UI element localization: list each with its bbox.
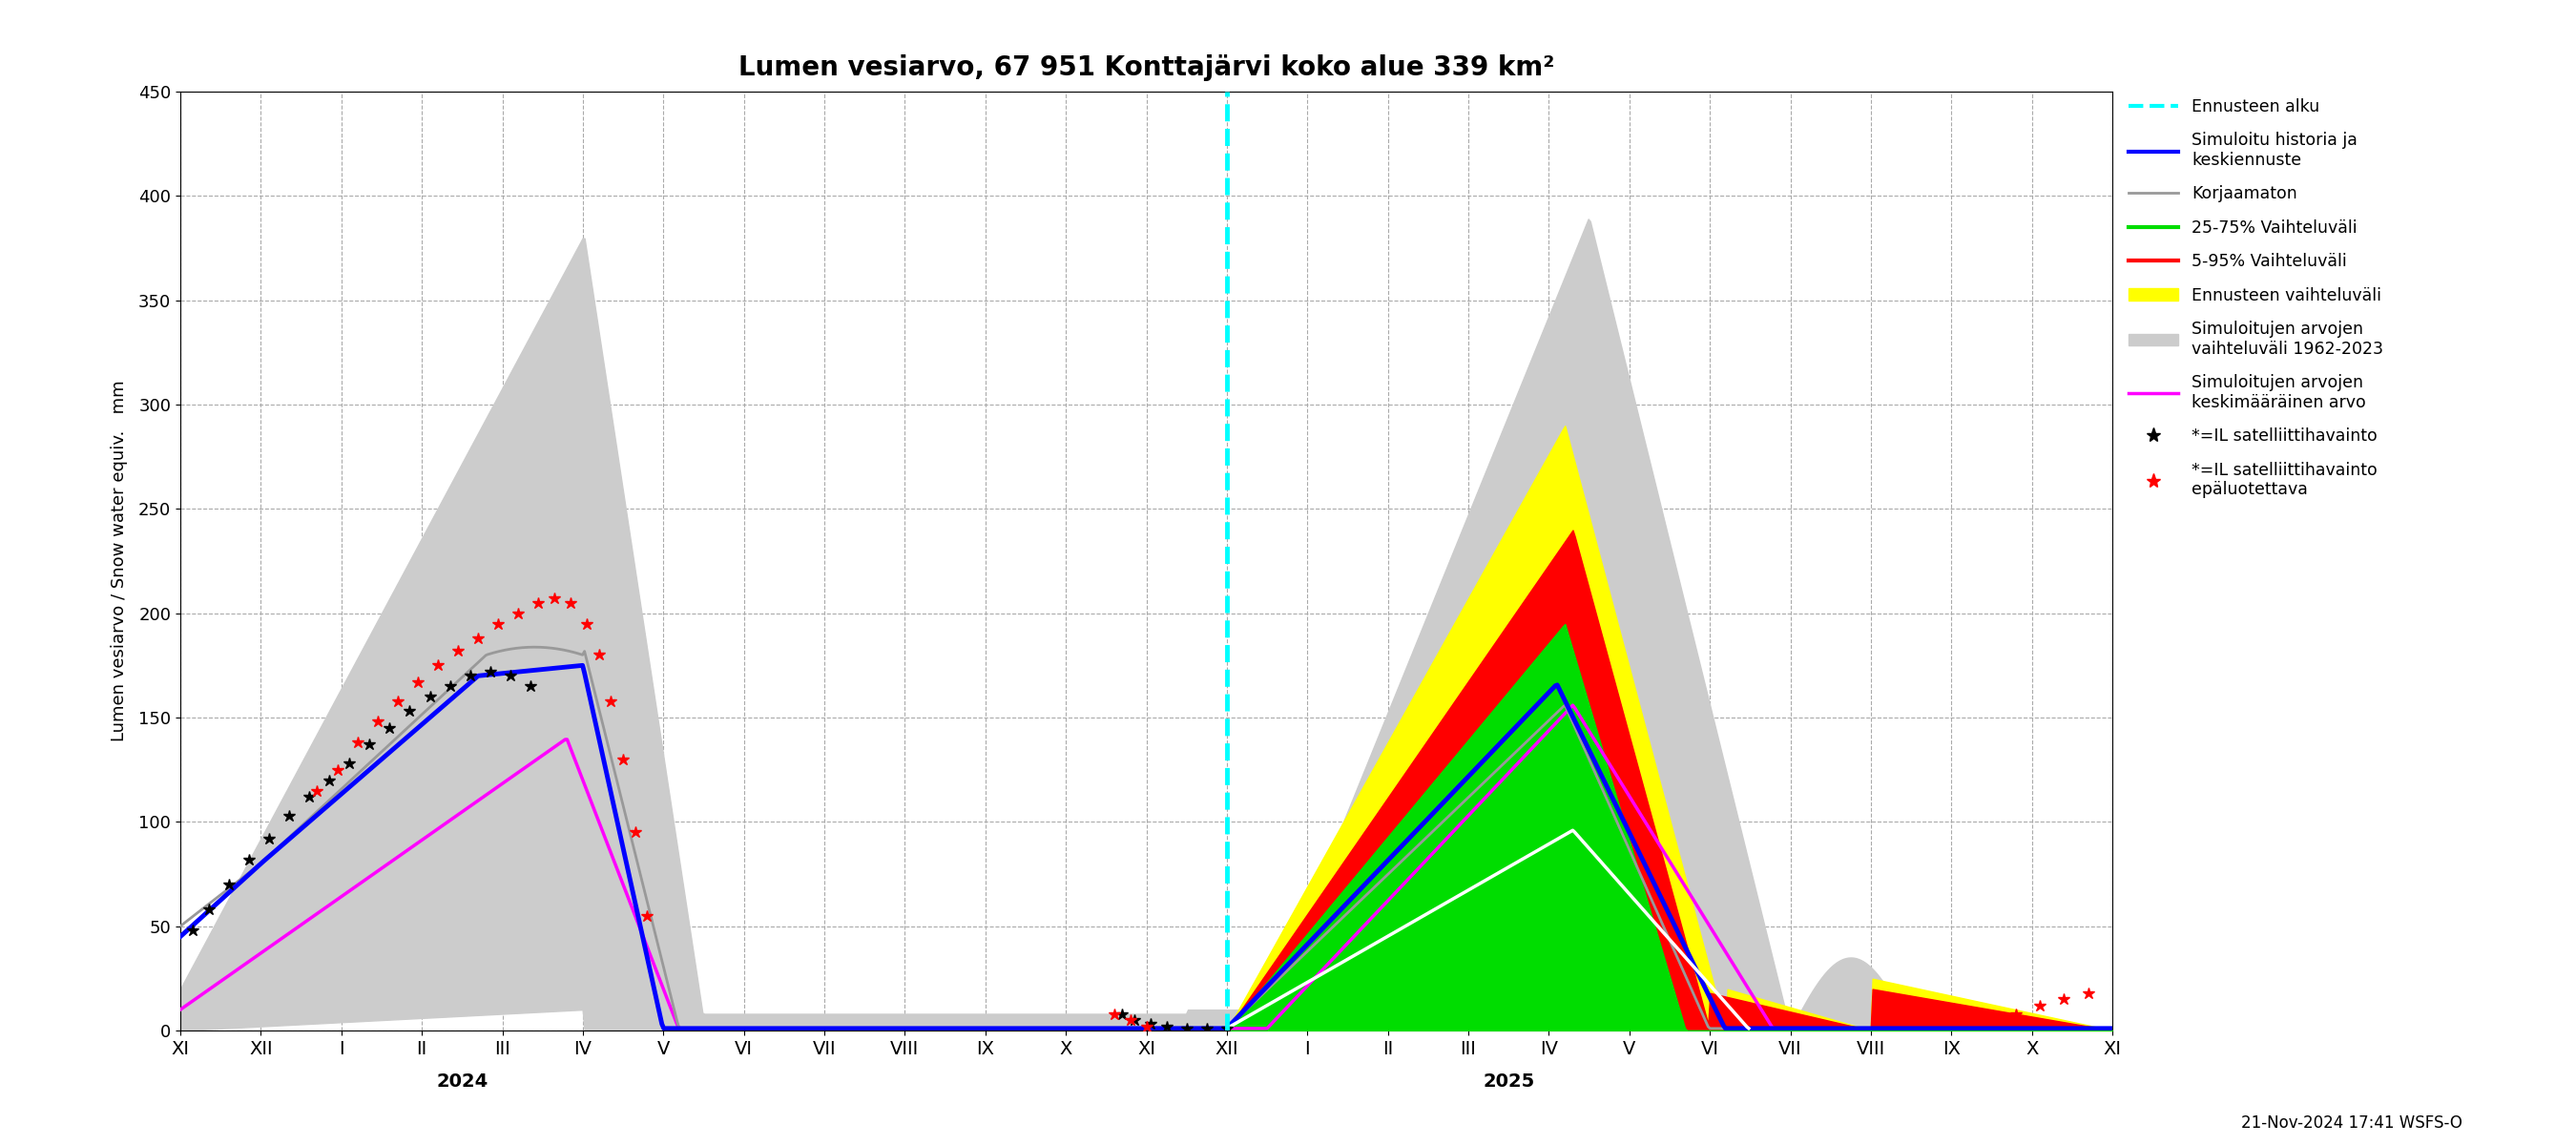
Text: 2025: 2025 <box>1484 1073 1535 1091</box>
Text: 2024: 2024 <box>435 1073 487 1091</box>
Title: Lumen vesiarvo, 67 951 Konttajärvi koko alue 339 km²: Lumen vesiarvo, 67 951 Konttajärvi koko … <box>739 55 1553 81</box>
Text: 21-Nov-2024 17:41 WSFS-O: 21-Nov-2024 17:41 WSFS-O <box>2241 1114 2463 1131</box>
Legend: Ennusteen alku, Simuloitu historia ja
keskiennuste, Korjaamaton, 25-75% Vaihtelu: Ennusteen alku, Simuloitu historia ja ke… <box>2123 92 2391 505</box>
Y-axis label: Lumen vesiarvo / Snow water equiv.   mm: Lumen vesiarvo / Snow water equiv. mm <box>111 380 129 742</box>
